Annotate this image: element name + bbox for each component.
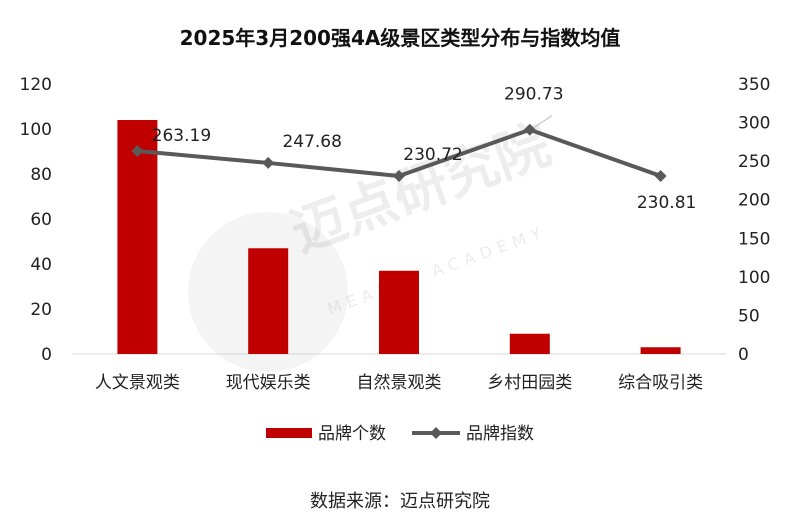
x-tick-label: 自然景观类 xyxy=(357,373,442,393)
legend-label: 品牌指数 xyxy=(466,424,534,444)
y-right-tick-label: 150 xyxy=(738,229,770,249)
data-label: 247.68 xyxy=(282,132,341,152)
y-left-tick-label: 60 xyxy=(30,210,52,230)
line-series xyxy=(131,123,667,183)
data-label: 290.73 xyxy=(504,85,563,105)
y-right-tick-label: 0 xyxy=(738,345,749,365)
legend: 品牌个数 品牌指数 xyxy=(266,424,534,444)
label-leader-line xyxy=(533,115,553,129)
data-label: 263.19 xyxy=(152,126,211,146)
data-labels: 263.19 247.68 230.72 290.73 230.81 xyxy=(152,85,697,213)
y-right-tick-label: 300 xyxy=(738,114,770,134)
y-left-tick-label: 0 xyxy=(41,345,52,365)
chart-title: 2025年3月200强4A级景区类型分布与指数均值 xyxy=(179,26,621,50)
y-right-tick-label: 100 xyxy=(738,268,770,288)
x-tick-label: 综合吸引类 xyxy=(618,373,703,393)
x-tick-label: 人文景观类 xyxy=(95,373,180,393)
source-note: 数据来源：迈点研究院 xyxy=(310,491,490,512)
y-left-tick-label: 40 xyxy=(30,255,52,275)
y-left-tick-label: 80 xyxy=(30,165,52,185)
bar xyxy=(117,120,158,354)
line-point xyxy=(523,123,536,136)
line-point xyxy=(654,169,667,182)
y-left-tick-label: 100 xyxy=(20,120,52,140)
y-left-tick-label: 120 xyxy=(20,75,52,95)
y-right-tick-label: 50 xyxy=(738,306,760,326)
y-right-tick-label: 200 xyxy=(738,191,770,211)
line-point xyxy=(393,170,405,183)
y-right-tick-label: 250 xyxy=(738,152,770,172)
bar-series xyxy=(117,120,681,354)
data-label: 230.81 xyxy=(637,193,696,213)
legend-label: 品牌个数 xyxy=(318,424,386,444)
legend-swatch-marker xyxy=(430,427,442,439)
y-left-tick-label: 20 xyxy=(30,300,52,320)
x-tick-label: 现代娱乐类 xyxy=(226,373,311,393)
bar xyxy=(248,248,289,354)
bar xyxy=(379,270,419,354)
legend-swatch-bars xyxy=(266,428,312,438)
data-label: 230.72 xyxy=(403,145,462,165)
x-tick-label: 乡村田园类 xyxy=(487,373,572,393)
line-point xyxy=(131,144,144,157)
bar xyxy=(509,333,550,354)
y-right-tick-label: 350 xyxy=(738,75,770,95)
line-point xyxy=(262,156,275,169)
bar xyxy=(640,347,681,354)
